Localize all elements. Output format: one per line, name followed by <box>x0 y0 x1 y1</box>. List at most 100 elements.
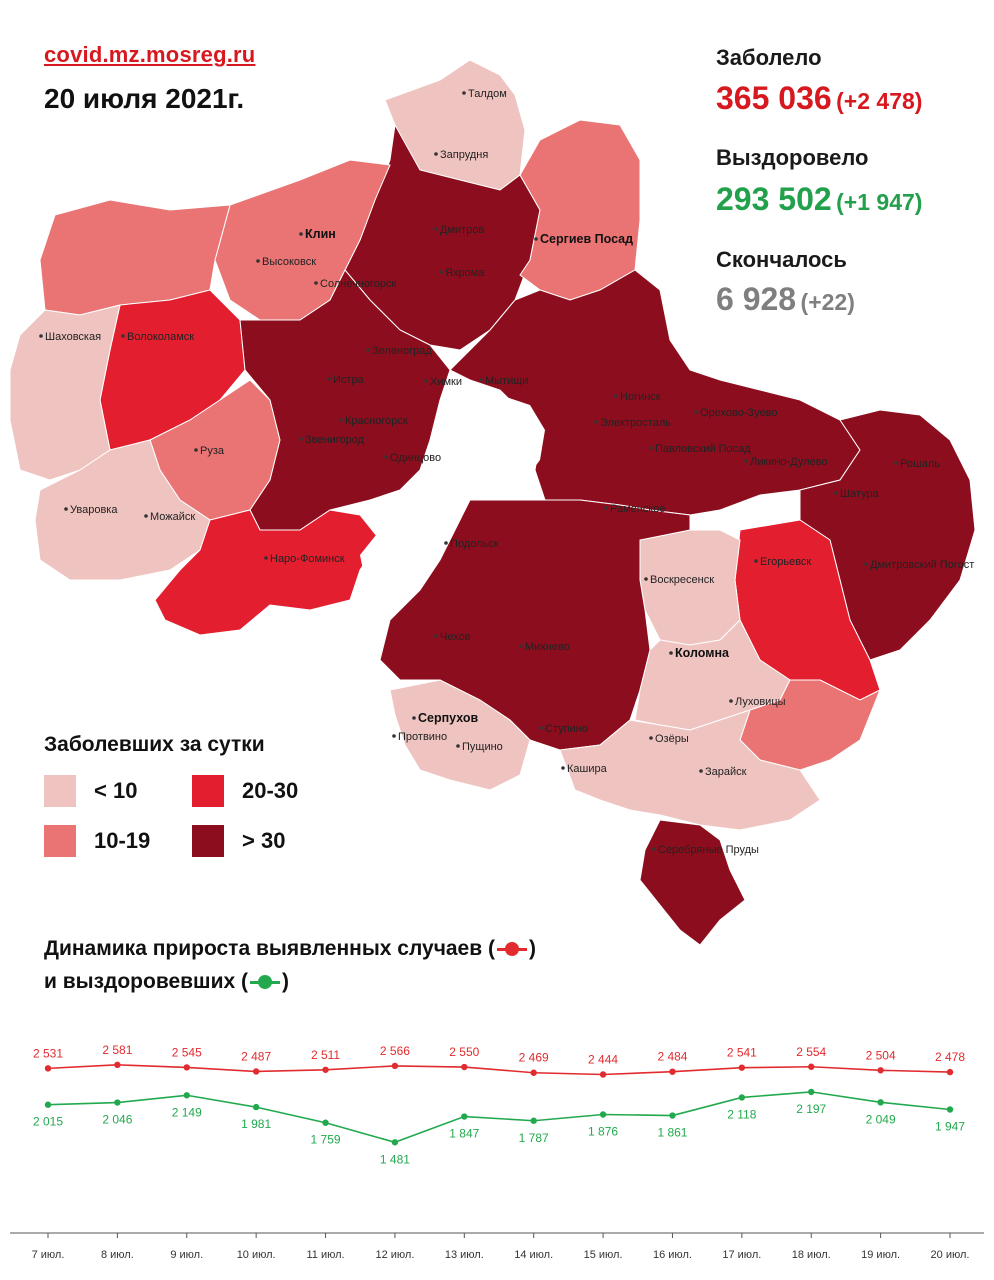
map-city-dot <box>669 651 673 655</box>
new-moscow-cutout <box>360 500 470 610</box>
map-city-dot <box>434 227 438 231</box>
map-label: Ногинск <box>620 391 661 403</box>
map-city-dot <box>314 281 318 285</box>
series-0-point <box>530 1069 537 1076</box>
district-serpukhov <box>389 679 531 791</box>
map-label: Ступино <box>545 723 588 735</box>
map-label: Кашира <box>567 763 608 775</box>
dynamics-title-line1: Динамика прироста выявленных случаев () <box>44 932 536 965</box>
map-label: Шатура <box>840 488 880 500</box>
series-0-value-label: 2 541 <box>727 1046 757 1060</box>
infected-label: Заболело <box>716 45 822 70</box>
map-city-dot <box>694 410 698 414</box>
x-tick-label: 12 июл. <box>375 1249 414 1261</box>
map-label: Ликино-Дулёво <box>750 456 828 468</box>
series-1-point <box>322 1119 329 1126</box>
legend-item-20-30: 20-30 <box>192 775 298 807</box>
map-label: Коломна <box>675 646 730 660</box>
series-1-point <box>252 1103 260 1111</box>
series-0-point <box>877 1067 884 1074</box>
district-istra <box>239 269 451 531</box>
dynamics-title-text1: Динамика прироста выявленных случаев ( <box>44 937 495 960</box>
infected-value: 365 036 <box>716 80 832 116</box>
map-city-dot <box>299 437 303 441</box>
series-1-value-label: 1 481 <box>380 1152 410 1166</box>
map-label: Волоколамск <box>127 331 194 343</box>
legend-label: > 30 <box>242 828 286 853</box>
map-city-dot <box>64 507 68 511</box>
series-1-point <box>114 1099 121 1106</box>
source-link[interactable]: covid.mz.mosreg.ru <box>44 42 256 67</box>
deaths-label: Скончалось <box>716 247 847 272</box>
series-0-value-label: 2 444 <box>588 1053 618 1067</box>
series-0-value-label: 2 581 <box>102 1043 132 1057</box>
series-1-value-label: 1 876 <box>588 1124 618 1138</box>
x-tick-label: 9 июл. <box>170 1249 203 1261</box>
map-city-dot <box>561 766 565 770</box>
map-label: Уваровка <box>70 504 118 516</box>
series-1-value-label: 1 847 <box>449 1127 479 1141</box>
map-label: Зеленоград <box>372 345 432 357</box>
map-label: Зарайск <box>705 766 747 778</box>
deaths-stat: 6 928 (+22) <box>716 281 855 318</box>
map-city-dot <box>264 556 268 560</box>
map-label: Красногорск <box>345 415 408 427</box>
series-1-point <box>183 1092 190 1099</box>
dynamics-title-end2: ) <box>281 970 289 993</box>
map-city-labels: Талдом Запрудня Дмитров Яхрома Клин Высоковск… <box>39 88 974 856</box>
x-tick-label: 16 июл. <box>653 1249 692 1261</box>
map-city-dot <box>194 448 198 452</box>
series-0-value-label: 2 545 <box>172 1045 202 1059</box>
series-0-point <box>738 1064 746 1071</box>
map-label: Раменское <box>610 503 666 515</box>
map-city-dot <box>894 461 898 465</box>
map-city-dot <box>144 514 148 518</box>
series-0-point <box>322 1066 329 1073</box>
series-0-point <box>946 1068 954 1076</box>
map-city-dot <box>479 378 483 382</box>
map-city-dot <box>754 559 758 563</box>
map-label: Шаховская <box>45 331 101 343</box>
map-city-dot <box>366 348 370 352</box>
series-line-1 <box>47 1091 951 1144</box>
chart-tick-labels: 7 июл. 8 июл. 9 июл. 10 июл. 11 июл. 12 июл. 1… <box>32 1249 970 1261</box>
district-serebr-prudy <box>639 819 746 946</box>
map-label: Дмитровский Погост <box>870 559 974 571</box>
map-city-dot <box>412 716 416 720</box>
series-0-value-label: 2 469 <box>519 1051 549 1065</box>
series-0-value-label: 2 511 <box>311 1048 340 1062</box>
series-1-point <box>808 1088 815 1096</box>
map-label: Руза <box>200 445 225 457</box>
map-label: Можайск <box>150 511 195 523</box>
legend-title: Заболевших за сутки <box>44 733 265 756</box>
chart-axis <box>10 1232 984 1238</box>
map-city-dot <box>614 394 618 398</box>
legend-label: < 10 <box>94 778 138 803</box>
x-tick-label: 13 июл. <box>445 1249 484 1261</box>
series-0-value-label: 2 484 <box>657 1050 687 1064</box>
x-tick-label: 8 июл. <box>101 1249 134 1261</box>
series-0-point <box>599 1071 607 1078</box>
map-label: Солнечногорск <box>320 278 396 290</box>
map-city-dot <box>434 634 438 638</box>
series-1-value-label: 1 759 <box>311 1133 341 1147</box>
series-1-value-label: 2 118 <box>727 1107 756 1121</box>
map-city-dot <box>434 152 438 156</box>
infected-stat: 365 036 (+2 478) <box>716 80 922 117</box>
map-label: Чехов <box>440 631 471 643</box>
district-voskresensk <box>639 529 741 646</box>
map-city-dot <box>439 270 443 274</box>
series-0-point <box>183 1064 190 1071</box>
recovered-stat: 293 502 (+1 947) <box>716 181 922 218</box>
map-label: Мытищи <box>485 375 528 387</box>
map-city-dot <box>456 744 460 748</box>
x-tick-label: 7 июл. <box>32 1249 65 1261</box>
map-label: Высоковск <box>262 256 316 268</box>
map-label: Павловский Посад <box>655 443 751 455</box>
map-label: Наро-Фоминск <box>270 553 345 565</box>
map-label: Орехово-Зуево <box>700 407 778 419</box>
map-city-dot <box>256 259 260 263</box>
series-1-point <box>877 1099 884 1106</box>
map-city-dot <box>594 420 598 424</box>
map-label: Истра <box>333 374 365 386</box>
